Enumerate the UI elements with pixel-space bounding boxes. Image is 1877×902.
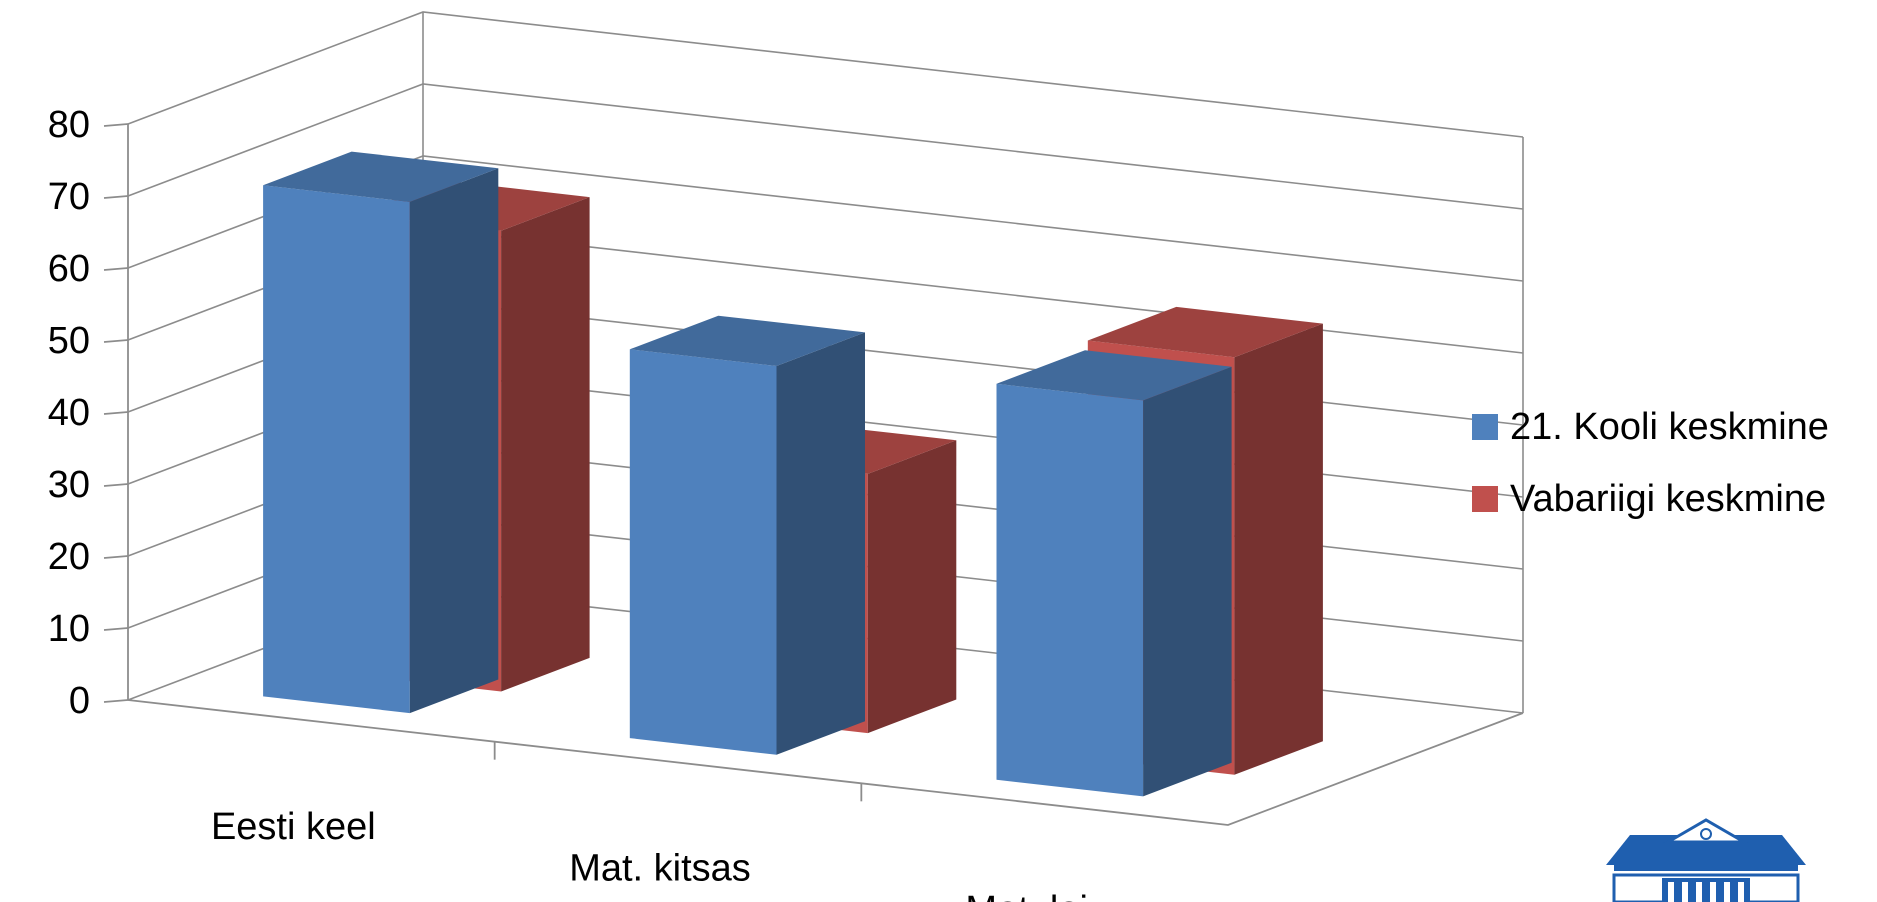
y-tick-label: 30	[48, 464, 90, 506]
bar-side-face	[1234, 323, 1323, 775]
logo-colonnade	[1662, 878, 1750, 902]
y-tick-mark	[103, 627, 129, 631]
bar-side-face	[867, 440, 957, 734]
bar-top-face	[996, 350, 1232, 401]
y-tick-label: 50	[48, 320, 90, 362]
bar-side-face	[776, 332, 865, 755]
y-tick-label: 60	[48, 248, 90, 290]
x-category-label: Eesti keel	[211, 806, 376, 848]
logo-column	[1724, 882, 1730, 902]
logo-column	[1710, 882, 1716, 902]
y-tick-mark	[103, 411, 129, 415]
axis-labels: 0 10 20 30 40 50 60 70 80 Eesti keel Mat. kitsas Ma…	[48, 104, 1088, 902]
y-tick-mark	[103, 195, 129, 199]
bar-front-face	[629, 349, 777, 755]
y-tick-label: 0	[69, 680, 90, 722]
x-category-label: Mat. lai	[965, 889, 1087, 902]
y-tick-label: 70	[48, 176, 90, 218]
y-tick-mark	[103, 483, 129, 487]
logo-cornice	[1614, 865, 1798, 871]
legend-swatch	[1472, 486, 1498, 512]
chart-bars	[263, 151, 1323, 797]
bar-side-face	[409, 168, 499, 714]
logo-pediment	[1662, 818, 1750, 844]
logo-roof	[1606, 835, 1806, 865]
y-tick-label: 80	[48, 104, 90, 146]
logo-column	[1738, 882, 1744, 902]
bar-1-3	[996, 350, 1232, 797]
bar-top-face	[1087, 306, 1323, 358]
y-tick-mark	[103, 267, 129, 271]
y-tick-label: 40	[48, 392, 90, 434]
logo-column	[1682, 882, 1688, 902]
y-tick-mark	[103, 555, 129, 559]
bar-top-face	[263, 151, 499, 202]
y-tick-label: 10	[48, 608, 90, 650]
bar-1-2	[629, 315, 865, 755]
logo-column	[1696, 882, 1702, 902]
bar-side-face	[1143, 366, 1232, 797]
y-tick-mark	[103, 123, 129, 127]
logo-column	[1668, 882, 1674, 902]
legend: 21. Kooli keskmine Vabariigi keskmine	[1472, 406, 1829, 520]
bar-top-face	[629, 315, 865, 366]
y-tick-mark	[103, 699, 129, 703]
bar-side-face	[501, 197, 590, 692]
school-building-logo	[1606, 818, 1806, 902]
y-tick-mark	[103, 339, 129, 343]
x-category-label: Mat. kitsas	[569, 848, 751, 890]
y-tick-label: 20	[48, 536, 90, 578]
bar-front-face	[996, 383, 1144, 797]
legend-label: 21. Kooli keskmine	[1510, 406, 1829, 448]
legend-swatch	[1472, 414, 1498, 440]
bar-front-face	[263, 185, 410, 714]
legend-label: Vabariigi keskmine	[1510, 478, 1826, 520]
gridline	[127, 11, 1524, 138]
logo-emblem	[1700, 828, 1712, 840]
bar-1-1	[263, 151, 499, 714]
